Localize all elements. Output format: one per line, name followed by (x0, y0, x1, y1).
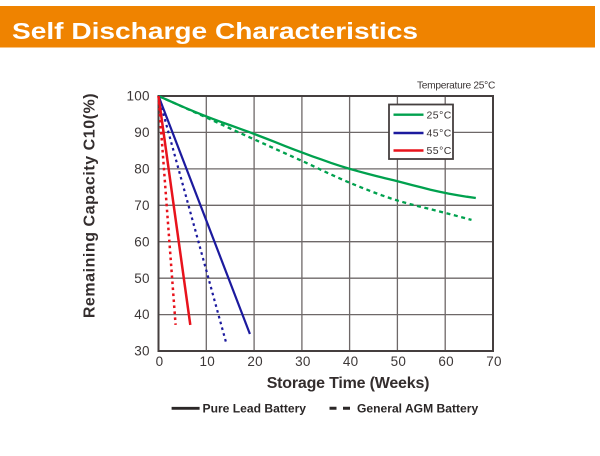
svg-text:Remaining Capacity C10(%): Remaining Capacity C10(%) (82, 93, 99, 318)
svg-text:50: 50 (391, 354, 407, 369)
svg-text:30: 30 (295, 354, 311, 369)
svg-text:25°C: 25°C (427, 109, 452, 121)
svg-text:30: 30 (134, 344, 150, 359)
svg-text:20: 20 (247, 354, 263, 369)
svg-text:General AGM Battery: General AGM Battery (357, 402, 478, 416)
svg-text:10: 10 (200, 354, 216, 369)
svg-text:70: 70 (486, 354, 502, 369)
svg-text:Self Discharge Characteristics: Self Discharge Characteristics (12, 18, 418, 44)
svg-text:60: 60 (438, 354, 454, 369)
svg-text:Pure Lead Battery: Pure Lead Battery (203, 402, 307, 416)
svg-text:40: 40 (134, 307, 150, 322)
svg-text:80: 80 (134, 162, 150, 177)
svg-text:50: 50 (134, 271, 150, 286)
svg-text:Storage Time (Weeks): Storage Time (Weeks) (267, 375, 430, 392)
svg-text:100: 100 (127, 89, 150, 104)
svg-text:45°C: 45°C (427, 128, 452, 140)
svg-text:Temperature 25°C: Temperature 25°C (417, 81, 495, 92)
svg-text:55°C: 55°C (427, 145, 452, 157)
svg-text:60: 60 (134, 234, 150, 249)
svg-text:90: 90 (134, 125, 150, 140)
svg-text:0: 0 (156, 354, 164, 369)
svg-text:40: 40 (343, 354, 359, 369)
svg-text:70: 70 (134, 198, 150, 213)
